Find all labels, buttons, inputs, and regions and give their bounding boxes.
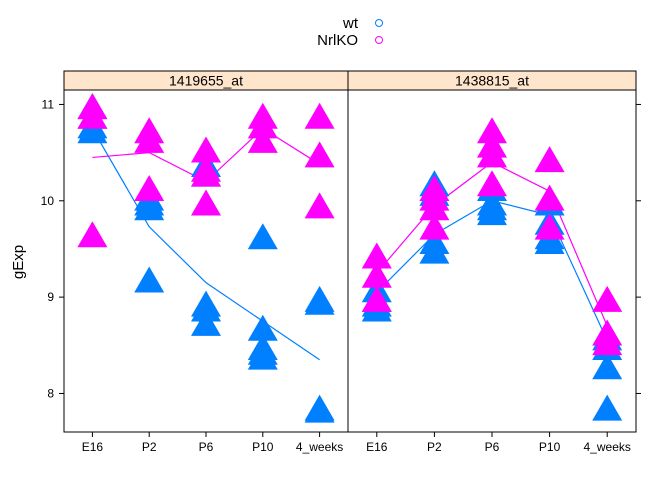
point-wt — [304, 396, 335, 423]
point-nrlko — [191, 189, 221, 216]
x-tick-label: P6 — [199, 440, 214, 454]
x-tick-label: E16 — [82, 440, 104, 454]
point-wt — [247, 223, 278, 250]
x-tick-label: 4_weeks — [584, 440, 631, 454]
point-nrlko — [304, 192, 335, 219]
point-nrlko — [477, 170, 507, 197]
point-nrlko — [361, 261, 392, 288]
point-nrlko — [419, 194, 450, 221]
point-nrlko — [304, 141, 335, 168]
point-nrlko — [592, 329, 623, 356]
panel-border — [347, 89, 637, 433]
legend-marker-nrlko — [375, 36, 383, 44]
x-tick-label: 4_weeks — [296, 440, 343, 454]
y-axis-title: gExp — [10, 245, 27, 279]
panel-strip-label: 1419655_at — [169, 73, 243, 89]
point-nrlko — [191, 136, 221, 163]
point-nrlko — [134, 126, 165, 153]
point-wt — [191, 295, 221, 322]
point-nrlko — [534, 213, 565, 240]
x-tick-label: E16 — [366, 440, 388, 454]
panel-strip-label: 1438815_at — [455, 73, 529, 89]
x-tick-label: P6 — [485, 440, 500, 454]
point-nrlko — [534, 184, 565, 211]
point-nrlko — [361, 242, 392, 269]
y-tick-label: 8 — [47, 386, 54, 400]
point-wt — [134, 266, 165, 293]
point-wt — [477, 199, 507, 226]
x-tick-label: P10 — [539, 440, 561, 454]
panels: 1419655_at E16 P2 P6 P10 4_weeks 1438815_at E16… — [41, 70, 641, 454]
point-wt — [247, 314, 278, 341]
y-tick-label: 9 — [47, 290, 54, 304]
series-line-wt — [91, 128, 320, 361]
point-nrlko — [534, 146, 565, 173]
point-nrlko — [592, 285, 623, 312]
point-wt — [304, 288, 335, 315]
point-nrlko — [134, 175, 165, 202]
point-wt — [134, 194, 165, 221]
point-nrlko — [247, 126, 278, 153]
legend-label-wt: wt — [342, 15, 359, 32]
point-wt — [191, 309, 221, 336]
point-nrlko — [477, 141, 507, 168]
point-nrlko — [77, 102, 108, 129]
x-tick-label: P2 — [427, 440, 442, 454]
x-tick-label: P10 — [252, 440, 274, 454]
point-wt — [419, 237, 450, 264]
point-nrlko — [477, 117, 507, 144]
point-wt — [592, 394, 623, 421]
y-tick-label: 11 — [42, 97, 55, 111]
legend-label-nrlko: NrlKO — [317, 32, 358, 49]
point-nrlko — [77, 221, 108, 248]
panel-1438815_at: 1438815_at E16 P2 P6 P10 4_weeks — [347, 70, 637, 454]
point-nrlko — [361, 285, 392, 312]
y-tick-label: 10 — [41, 194, 55, 208]
legend-marker-wt — [375, 19, 383, 27]
point-nrlko — [247, 112, 278, 139]
point-wt — [247, 343, 278, 370]
point-wt — [77, 117, 108, 144]
point-wt — [592, 353, 623, 380]
point-nrlko — [419, 213, 450, 240]
x-tick-label: P2 — [142, 440, 157, 454]
panel-1419655_at: 1419655_at E16 P2 P6 P10 4_weeks — [63, 70, 349, 454]
y-axis: 8 9 10 11 — [41, 97, 641, 400]
point-nrlko — [304, 102, 335, 129]
point-nrlko — [191, 160, 221, 187]
point-wt — [534, 228, 565, 255]
